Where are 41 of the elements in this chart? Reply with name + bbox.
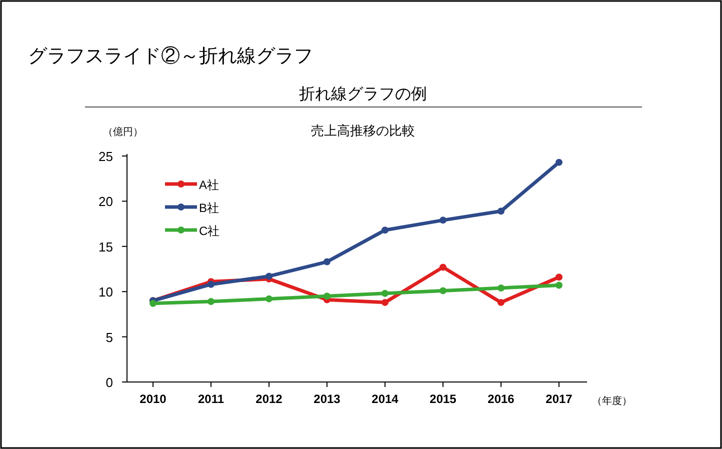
x-tick-label: 2016: [488, 392, 515, 406]
point: [498, 298, 504, 306]
point: [382, 298, 388, 306]
point: [324, 292, 330, 300]
chart-subtitle: 折れ線グラフの例: [299, 86, 427, 103]
point: [440, 264, 446, 271]
point: [150, 300, 156, 307]
legend-label: C社: [199, 224, 220, 238]
point: [208, 280, 214, 288]
y-tick-label: 15: [98, 239, 113, 254]
y-tick-label: 0: [106, 375, 113, 390]
point: [208, 298, 214, 306]
point: [498, 284, 504, 292]
point: [498, 208, 504, 215]
point: [556, 158, 562, 166]
point: [440, 287, 446, 294]
legend-label: B社: [199, 201, 220, 215]
legend-label: A社: [199, 178, 220, 192]
point: [324, 258, 330, 266]
y-axis-title: （億円）: [103, 126, 143, 138]
point: [556, 282, 562, 289]
y-tick-label: 10: [98, 284, 113, 300]
chart-title: グラフスライド②～折れ線グラフ: [28, 46, 313, 67]
x-tick-label: 2012: [256, 392, 283, 406]
point: [382, 226, 388, 234]
point: [382, 290, 388, 297]
point: [266, 295, 272, 302]
x-tick-label: 2015: [430, 392, 457, 406]
x-axis-title: （年度）: [592, 395, 632, 407]
point: [556, 274, 562, 281]
x-tick-label: 2017: [546, 392, 573, 406]
point: [266, 272, 272, 280]
x-tick-label: 2014: [372, 392, 399, 406]
y-tick-label: 5: [106, 330, 113, 345]
x-tick-label: 2010: [140, 392, 167, 406]
point: [440, 216, 446, 224]
x-tick-label: 2013: [314, 392, 341, 406]
y-tick-label: 25: [98, 149, 113, 164]
text: 売上高推移の比較: [311, 123, 415, 138]
y-tick-label: 20: [98, 194, 113, 210]
x-tick-label: 2011: [198, 392, 224, 406]
